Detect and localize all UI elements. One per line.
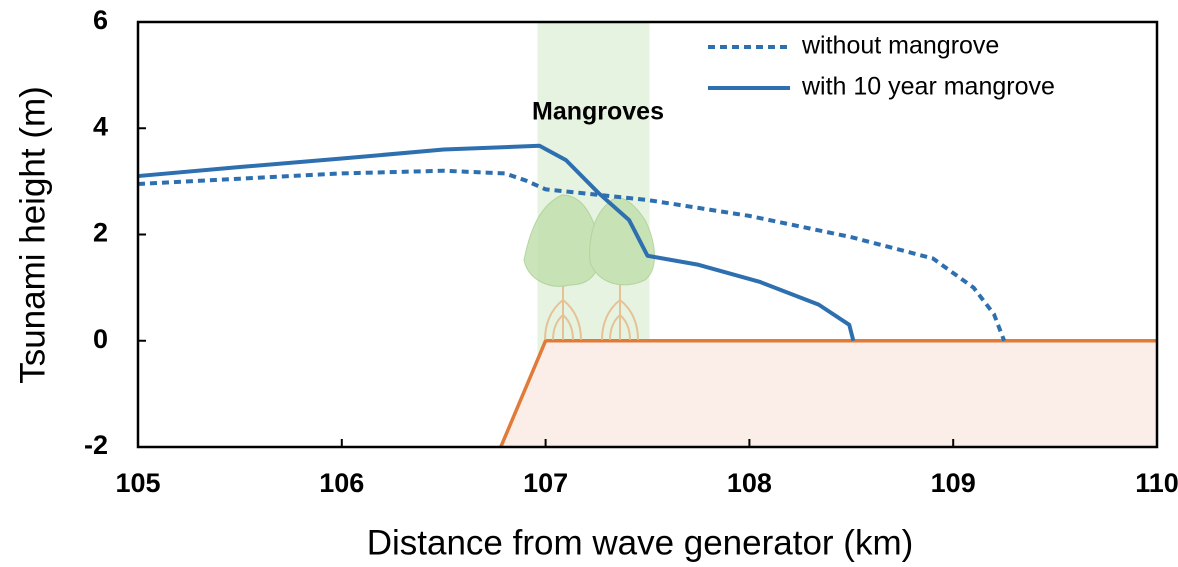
y-tick-label: -2 xyxy=(84,430,108,460)
series-line xyxy=(138,146,853,341)
legend-label: with 10 year mangrove xyxy=(801,73,1055,101)
y-axis-label: Tsunami height (m) xyxy=(13,86,52,384)
chart: Mangroves Distance from wave generator (… xyxy=(0,0,1178,567)
x-tick-label: 109 xyxy=(931,468,976,498)
y-tick-label: 2 xyxy=(93,218,108,248)
terrain-fill xyxy=(501,341,1157,447)
x-tick-label: 110 xyxy=(1135,468,1178,498)
legend: without mangrove with 10 year mangrove xyxy=(708,32,1055,101)
legend-label: without mangrove xyxy=(801,32,999,60)
x-tick-label: 105 xyxy=(115,468,160,498)
terrain-layer xyxy=(501,341,1157,447)
x-tick-label: 107 xyxy=(523,468,568,498)
y-tick-label: 4 xyxy=(93,111,108,141)
x-tick-label: 106 xyxy=(319,468,364,498)
page: Mangroves Distance from wave generator (… xyxy=(0,0,1178,567)
x-tick-label: 108 xyxy=(727,468,772,498)
x-axis-label: Distance from wave generator (km) xyxy=(367,523,914,562)
y-tick-label: 0 xyxy=(93,324,108,354)
annotation: Mangroves xyxy=(532,98,664,126)
y-tick-label: 6 xyxy=(93,5,108,35)
